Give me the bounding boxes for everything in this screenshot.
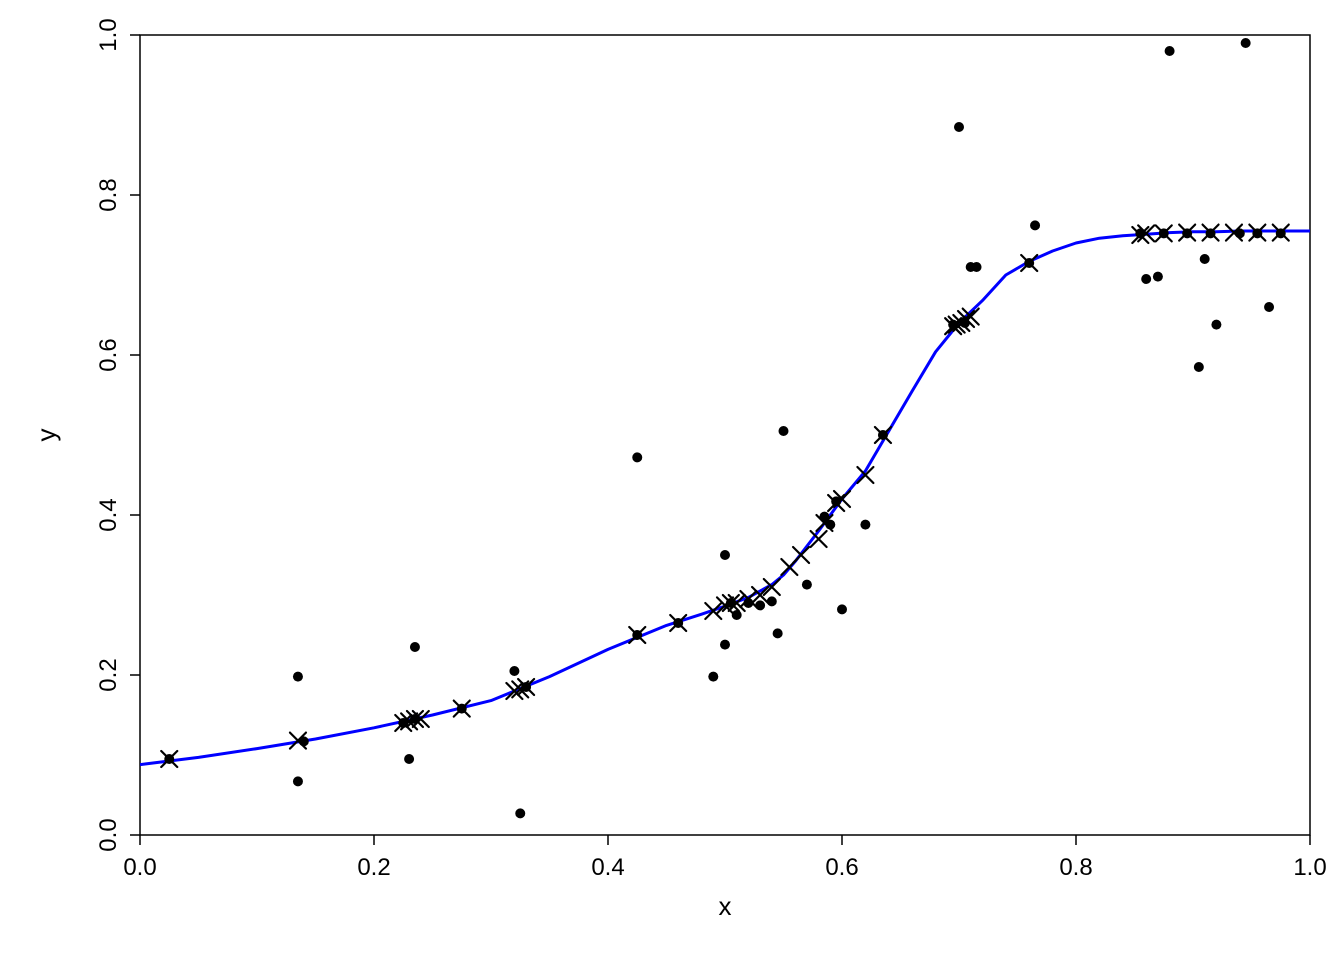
data-dot — [410, 642, 420, 652]
data-dot — [954, 122, 964, 132]
cross-series — [161, 225, 1289, 767]
data-dot — [773, 628, 783, 638]
x-tick-label: 0.0 — [123, 854, 156, 881]
data-dot — [1264, 302, 1274, 312]
data-dot — [293, 672, 303, 682]
data-dot — [1141, 274, 1151, 284]
x-tick-label: 0.8 — [1059, 854, 1092, 881]
x-tick-label: 1.0 — [1293, 854, 1326, 881]
data-dot — [404, 754, 414, 764]
data-dot — [293, 776, 303, 786]
plot-border — [140, 35, 1310, 835]
y-tick-label: 0.4 — [95, 498, 122, 531]
x-tick-label: 0.4 — [591, 854, 624, 881]
y-tick-label: 1.0 — [95, 18, 122, 51]
chart-container: 0.0 0.2 0.4 0.6 0.8 1.0 x 0.0 0.2 0.4 0.6 0.8 1.0 y — [0, 0, 1344, 960]
data-dot — [802, 580, 812, 590]
data-dot — [632, 452, 642, 462]
x-tick-label: 0.2 — [357, 854, 390, 881]
fitted-curve — [140, 231, 1310, 765]
data-cross — [793, 547, 809, 563]
plot-area — [140, 38, 1310, 818]
y-tick-label: 0.8 — [95, 178, 122, 211]
data-dot — [515, 808, 525, 818]
data-dot — [837, 604, 847, 614]
data-dot — [1165, 46, 1175, 56]
data-dot — [1200, 254, 1210, 264]
y-axis: 0.0 0.2 0.4 0.6 0.8 1.0 — [95, 18, 140, 851]
y-tick-label: 0.6 — [95, 338, 122, 371]
data-dot — [509, 666, 519, 676]
data-dot — [972, 262, 982, 272]
data-dot — [732, 610, 742, 620]
x-tick-label: 0.6 — [825, 854, 858, 881]
x-axis-label: x — [719, 891, 732, 921]
data-dot — [755, 600, 765, 610]
scatter-chart: 0.0 0.2 0.4 0.6 0.8 1.0 x 0.0 0.2 0.4 0.6 0.8 1.0 y — [0, 0, 1344, 960]
data-dot — [767, 596, 777, 606]
data-dot — [708, 672, 718, 682]
data-dot — [720, 640, 730, 650]
y-axis-label: y — [31, 429, 61, 442]
data-dot — [1194, 362, 1204, 372]
data-dot — [1153, 272, 1163, 282]
y-tick-label: 0.0 — [95, 818, 122, 851]
y-tick-label: 0.2 — [95, 658, 122, 691]
data-dot — [1030, 220, 1040, 230]
x-axis: 0.0 0.2 0.4 0.6 0.8 1.0 — [123, 835, 1326, 881]
dot-series — [164, 38, 1286, 818]
data-dot — [860, 520, 870, 530]
data-dot — [779, 426, 789, 436]
data-dot — [1241, 38, 1251, 48]
data-dot — [720, 550, 730, 560]
data-dot — [1211, 320, 1221, 330]
